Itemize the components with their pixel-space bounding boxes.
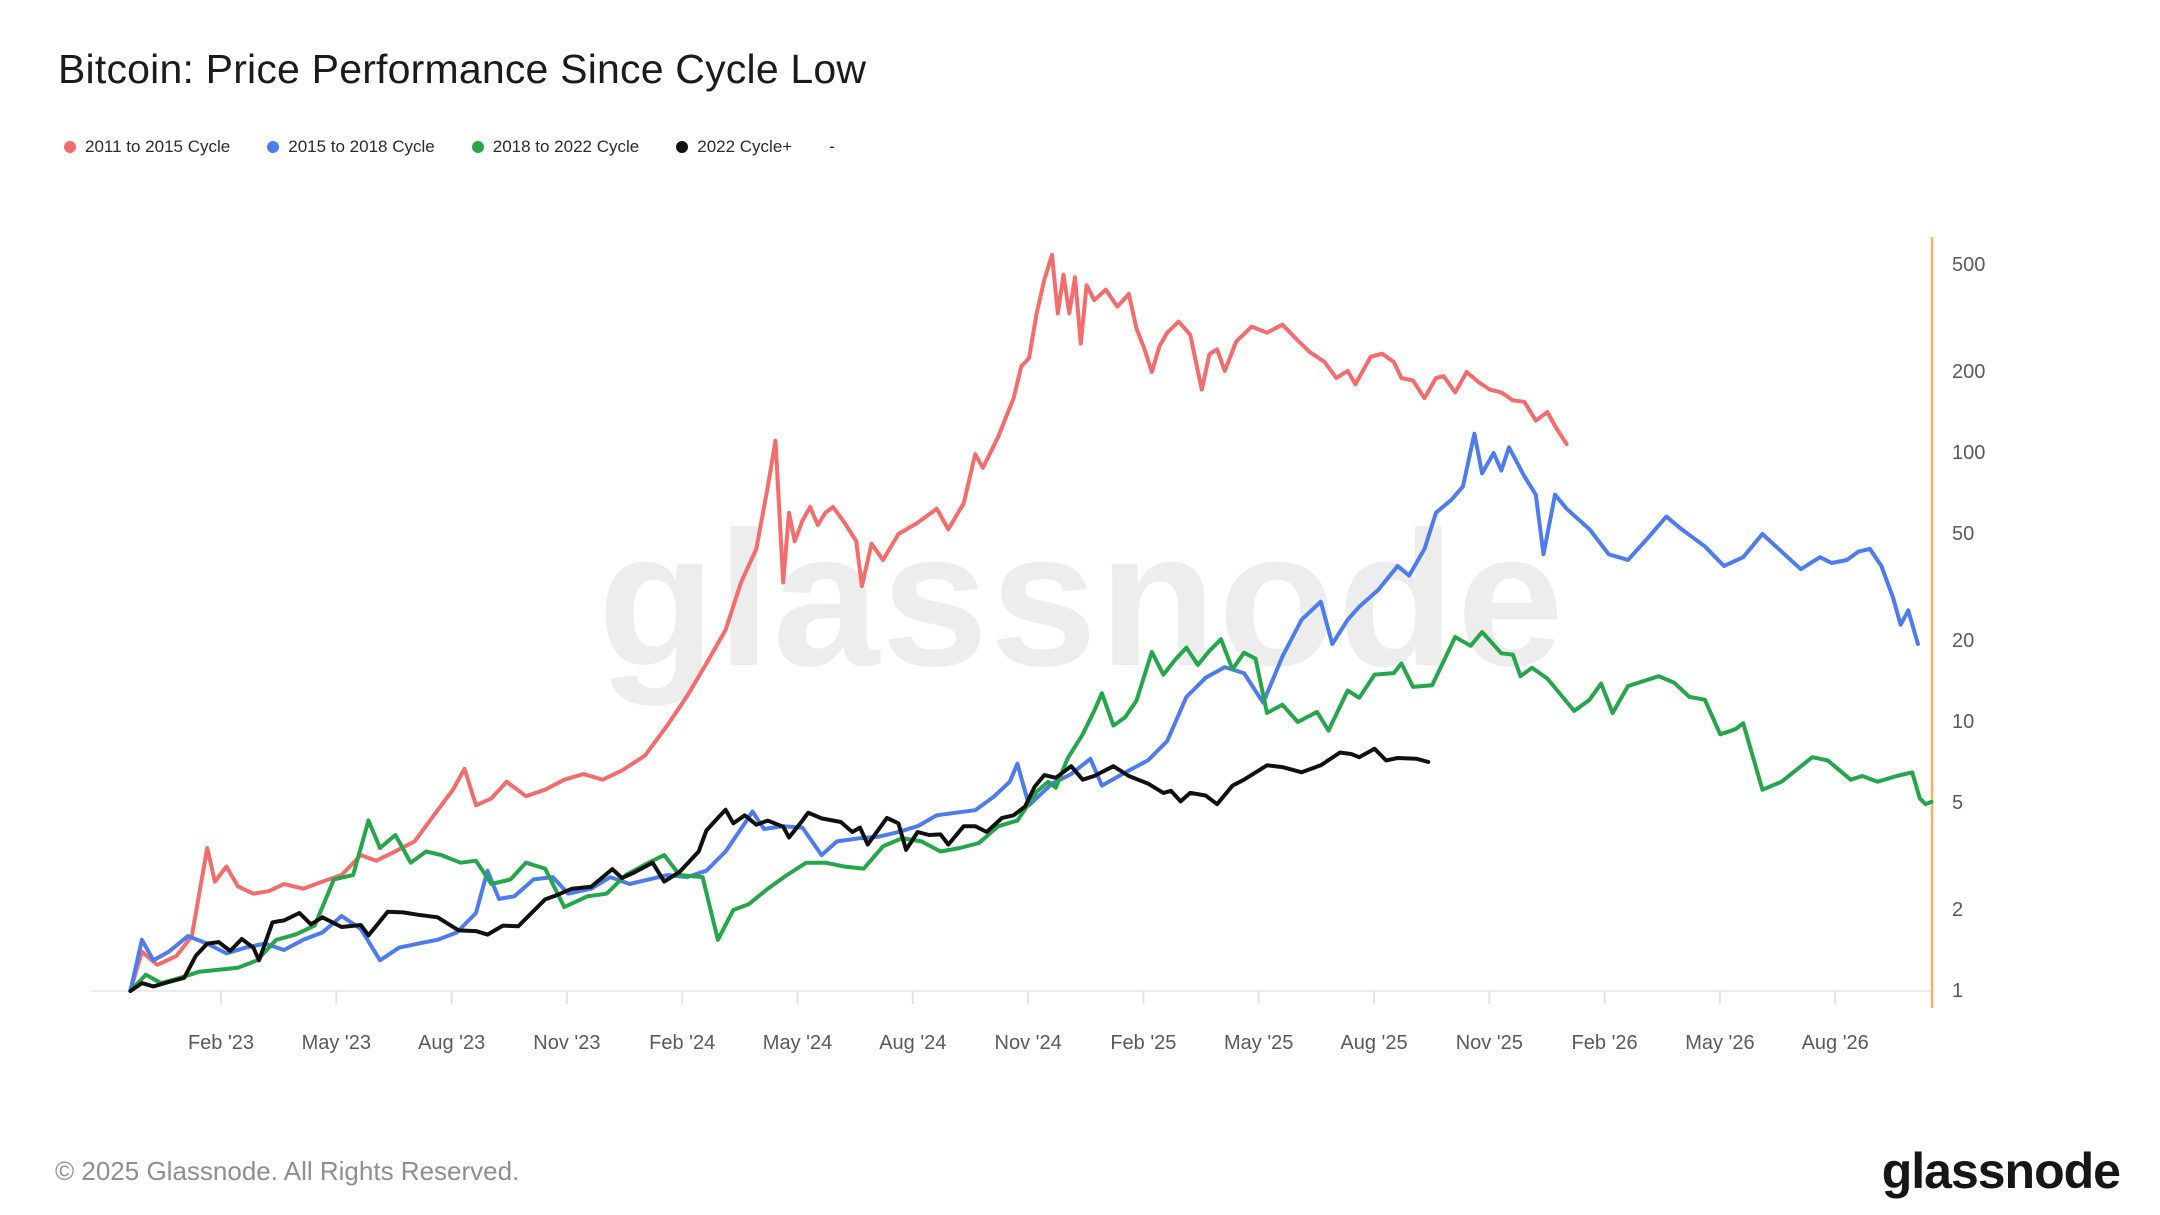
series-line-2015-to-2018-cycle[interactable] — [128, 431, 1920, 993]
series-line-2022-cycle[interactable] — [128, 746, 1431, 993]
legend-item-label: - — [829, 137, 835, 156]
legend-item-label: 2018 to 2022 Cycle — [492, 137, 640, 156]
series-line-2011-to-2015-cycle[interactable] — [128, 252, 1569, 993]
legend-item-label: 2011 to 2015 Cycle — [85, 137, 231, 156]
legend-item-label: 2022 Cycle+ — [697, 137, 793, 156]
copyright-text: © 2025 Glassnode. All Rights Reserved. — [55, 1156, 520, 1186]
series-line-2018-to-2022-cycle[interactable] — [128, 630, 1934, 993]
legend-item[interactable]: 2015 to 2018 Cycle — [267, 137, 435, 157]
chart-legend: 2011 to 2015 Cycle 2015 to 2018 Cycle 2018… — [64, 137, 835, 157]
legend-item[interactable]: 2011 to 2015 Cycle — [64, 137, 230, 157]
legend-marker-dot — [471, 141, 484, 153]
legend-item[interactable]: 2018 to 2022 Cycle — [471, 137, 640, 157]
legend-marker-dot — [64, 141, 76, 153]
glassnode-logo: glassnode — [1881, 1143, 2121, 1199]
legend-item-label: 2015 to 2018 Cycle — [288, 137, 435, 156]
legend-marker-dot — [676, 141, 689, 153]
legend-item[interactable]: 2022 Cycle+ — [676, 137, 792, 157]
legend-item[interactable]: - — [829, 137, 835, 157]
page-title: Bitcoin: Price Performance Since Cycle L… — [58, 46, 867, 92]
legend-marker-dot — [267, 141, 280, 153]
